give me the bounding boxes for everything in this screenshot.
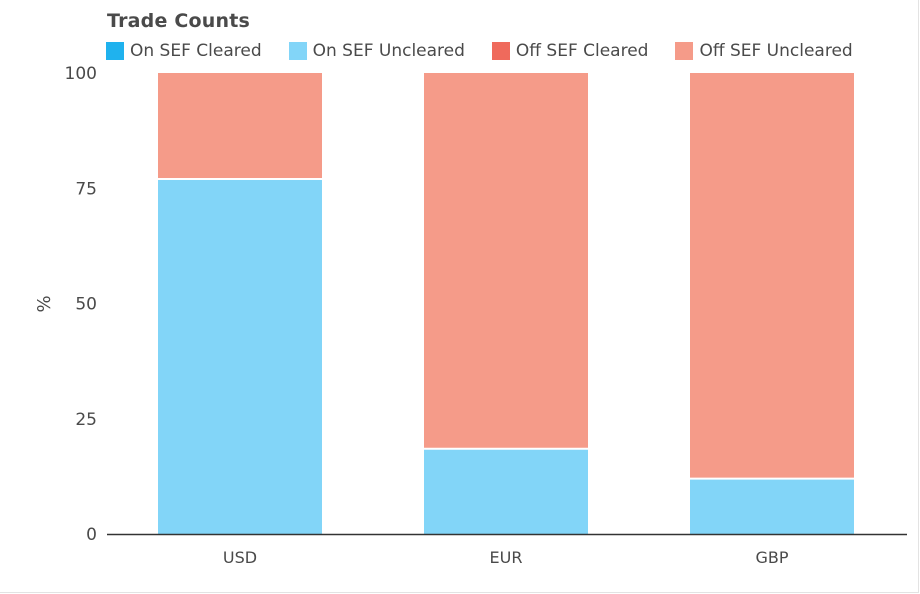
x-axis: USD EUR GBP xyxy=(107,533,907,567)
legend-label-off-sef-cleared: Off SEF Cleared xyxy=(515,41,649,61)
y-tick-label-100: 100 xyxy=(65,64,97,84)
bar-gbp-off-sef-uncleared[interactable] xyxy=(690,73,854,479)
legend-item-on-sef-uncleared[interactable]: On SEF Uncleared xyxy=(288,41,465,61)
y-axis: 0 25 50 75 100 xyxy=(65,64,97,545)
bar-eur-off-sef-uncleared[interactable] xyxy=(424,73,588,449)
y-tick-label-25: 25 xyxy=(75,410,97,430)
bars-group xyxy=(158,73,854,534)
legend-swatch-off-sef-cleared xyxy=(491,42,510,60)
y-tick-label-0: 0 xyxy=(86,525,97,545)
legend-item-off-sef-cleared[interactable]: Off SEF Cleared xyxy=(491,41,649,61)
bar-gbp-on-sef-uncleared[interactable] xyxy=(690,478,854,534)
legend-label-on-sef-cleared: On SEF Cleared xyxy=(130,41,262,61)
bar-usd-on-sef-uncleared[interactable] xyxy=(158,179,322,534)
y-tick-label-50: 50 xyxy=(75,295,97,315)
legend-swatch-on-sef-cleared xyxy=(106,42,124,60)
legend-swatch-off-sef-uncleared xyxy=(675,42,694,60)
legend-swatch-on-sef-uncleared xyxy=(288,42,307,60)
legend-item-off-sef-uncleared[interactable]: Off SEF Uncleared xyxy=(675,41,853,61)
legend-label-on-sef-uncleared: On SEF Uncleared xyxy=(312,41,465,61)
chart-legend: On SEF Cleared On SEF Uncleared Off SEF … xyxy=(106,41,853,61)
chart-title: Trade Counts xyxy=(107,10,251,32)
x-tick-label-usd: USD xyxy=(223,548,257,567)
y-tick-label-75: 75 xyxy=(75,179,97,199)
legend-item-on-sef-cleared[interactable]: On SEF Cleared xyxy=(106,41,262,61)
legend-label-off-sef-uncleared: Off SEF Uncleared xyxy=(699,41,853,61)
bar-eur-on-sef-uncleared[interactable] xyxy=(424,448,588,534)
bar-usd-off-sef-uncleared[interactable] xyxy=(158,73,322,180)
x-tick-label-gbp: GBP xyxy=(755,548,788,567)
y-axis-label: % xyxy=(34,295,55,312)
x-tick-label-eur: EUR xyxy=(490,548,523,567)
